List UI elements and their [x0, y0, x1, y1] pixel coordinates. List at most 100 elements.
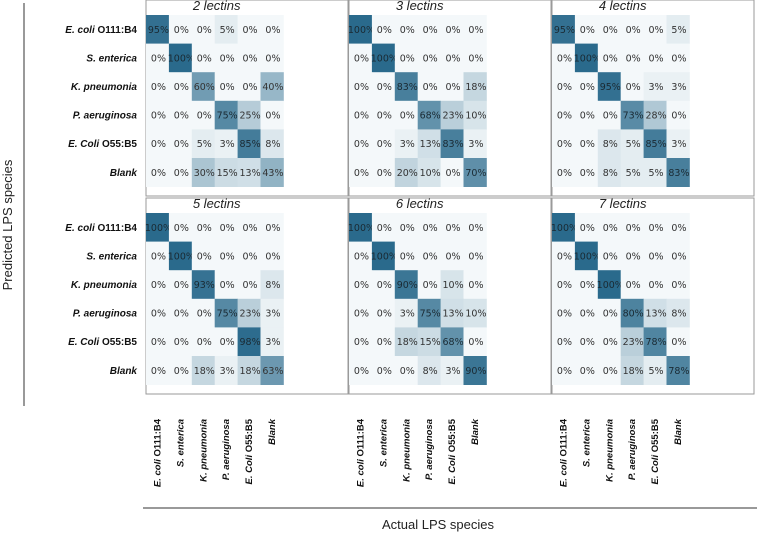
heatmap-cell — [552, 15, 576, 44]
row-label-italic: K. pneumonia — [71, 280, 138, 291]
heatmap-cell — [643, 213, 667, 242]
heatmap-cell — [237, 158, 261, 187]
row-label-italic: Blank — [110, 168, 138, 179]
column-label: E. Coli O55:B5 — [650, 418, 661, 484]
heatmap-cell — [394, 158, 419, 187]
heatmap-cell — [620, 241, 644, 271]
heatmap-cell — [552, 356, 576, 385]
cell-value-label: 0% — [377, 309, 392, 320]
column-label-italic: K. pneumonia — [198, 419, 209, 482]
heatmap-cell — [666, 327, 690, 357]
cell-value-label: 85% — [645, 139, 666, 150]
cell-value-label: 100% — [371, 251, 398, 262]
column-label-italic: Blank — [267, 418, 278, 445]
heatmap-cell — [417, 241, 441, 271]
cell-value-label: 0% — [671, 53, 686, 64]
heatmap-cell — [666, 129, 690, 159]
row-label-plain: O55:B5 — [99, 139, 137, 150]
heatmap-cell — [417, 129, 441, 159]
cell-value-label: 100% — [145, 223, 172, 234]
cell-value-label: 0% — [603, 251, 618, 262]
cell-value-label: 0% — [603, 366, 618, 377]
cell-value-label: 0% — [400, 366, 415, 377]
cell-value-label: 0% — [580, 280, 595, 291]
cell-value-label: 18% — [194, 366, 215, 377]
row-label-plain: O111:B4 — [95, 223, 138, 234]
heatmap-cell — [394, 213, 419, 242]
cell-value-label: 0% — [626, 25, 641, 36]
heatmap-cell — [146, 72, 170, 102]
cell-value-label: 0% — [423, 223, 438, 234]
row-label: S. enterica — [86, 53, 137, 64]
heatmap-cell — [643, 158, 667, 187]
heatmap-cell — [417, 100, 441, 130]
heatmap-cell — [440, 213, 464, 242]
heatmap-cell — [440, 327, 464, 357]
heatmap-cell — [574, 298, 599, 328]
cell-value-label: 100% — [348, 25, 375, 36]
cell-value-label: 0% — [354, 251, 369, 262]
heatmap-cell — [666, 241, 690, 271]
cell-value-label: 0% — [603, 111, 618, 122]
heatmap-cell — [214, 327, 238, 357]
heatmap-cell — [349, 43, 373, 73]
cell-value-label: 95% — [600, 82, 621, 93]
row-label-italic: E. coli — [65, 25, 95, 36]
heatmap-cell — [574, 327, 599, 357]
heatmap-cell — [417, 270, 441, 300]
heatmap-cell — [552, 270, 576, 300]
cell-value-label: 13% — [239, 168, 260, 179]
heatmap-cell — [168, 43, 193, 73]
cell-value-label: 0% — [220, 53, 235, 64]
heatmap-cell — [168, 72, 193, 102]
cell-value-label: 8% — [603, 168, 618, 179]
heatmap-cell — [597, 100, 622, 130]
cell-value-label: 0% — [151, 309, 166, 320]
cell-value-label: 8% — [671, 309, 686, 320]
heatmap-cell — [237, 15, 261, 44]
heatmap-cell — [168, 356, 193, 385]
cell-value-label: 0% — [377, 25, 392, 36]
cell-value-label: 0% — [174, 366, 189, 377]
cell-value-label: 0% — [151, 251, 166, 262]
heatmap-cell — [237, 100, 261, 130]
cell-value-label: 0% — [243, 223, 258, 234]
heatmap-cell — [643, 15, 667, 44]
heatmap-cell — [620, 158, 644, 187]
heatmap-cell — [237, 241, 261, 271]
heatmap-cell — [371, 15, 396, 44]
cell-value-label: 3% — [649, 82, 664, 93]
heatmap-cell — [597, 213, 622, 242]
heatmap-cell — [620, 129, 644, 159]
cell-value-label: 0% — [220, 337, 235, 348]
column-label-italic: P. aeruginosa — [424, 419, 435, 480]
cell-value-label: 3% — [671, 82, 686, 93]
cell-value-label: 0% — [197, 25, 212, 36]
cell-value-label: 8% — [265, 139, 280, 150]
heatmap-cell — [440, 270, 464, 300]
cell-value-label: 100% — [168, 53, 195, 64]
cell-value-label: 100% — [168, 251, 195, 262]
heatmap-cell — [191, 158, 216, 187]
row-label-italic: K. pneumonia — [71, 82, 138, 93]
cell-value-label: 0% — [423, 82, 438, 93]
row-label: E. Coli O55:B5 — [68, 139, 137, 150]
heatmap-cell — [146, 213, 170, 242]
heatmap-cell — [191, 100, 216, 130]
column-label: Blank — [267, 418, 278, 445]
heatmap-cell — [463, 241, 487, 271]
cell-value-label: 3% — [446, 366, 461, 377]
heatmap-cell — [417, 356, 441, 385]
cell-value-label: 0% — [626, 82, 641, 93]
cell-value-label: 0% — [197, 337, 212, 348]
heatmap-cell — [552, 213, 576, 242]
heatmap-cell — [191, 298, 216, 328]
cell-value-label: 0% — [649, 223, 664, 234]
cell-value-label: 0% — [468, 53, 483, 64]
cell-value-label: 3% — [265, 309, 280, 320]
cell-value-label: 0% — [468, 280, 483, 291]
cell-value-label: 0% — [174, 168, 189, 179]
heatmap-cell — [260, 213, 284, 242]
column-label: P. aeruginosa — [627, 419, 638, 480]
